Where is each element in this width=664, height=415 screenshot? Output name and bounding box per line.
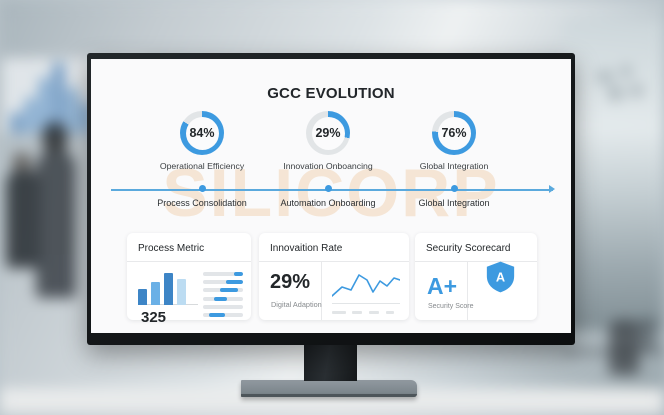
svg-text:A: A [496,269,505,284]
